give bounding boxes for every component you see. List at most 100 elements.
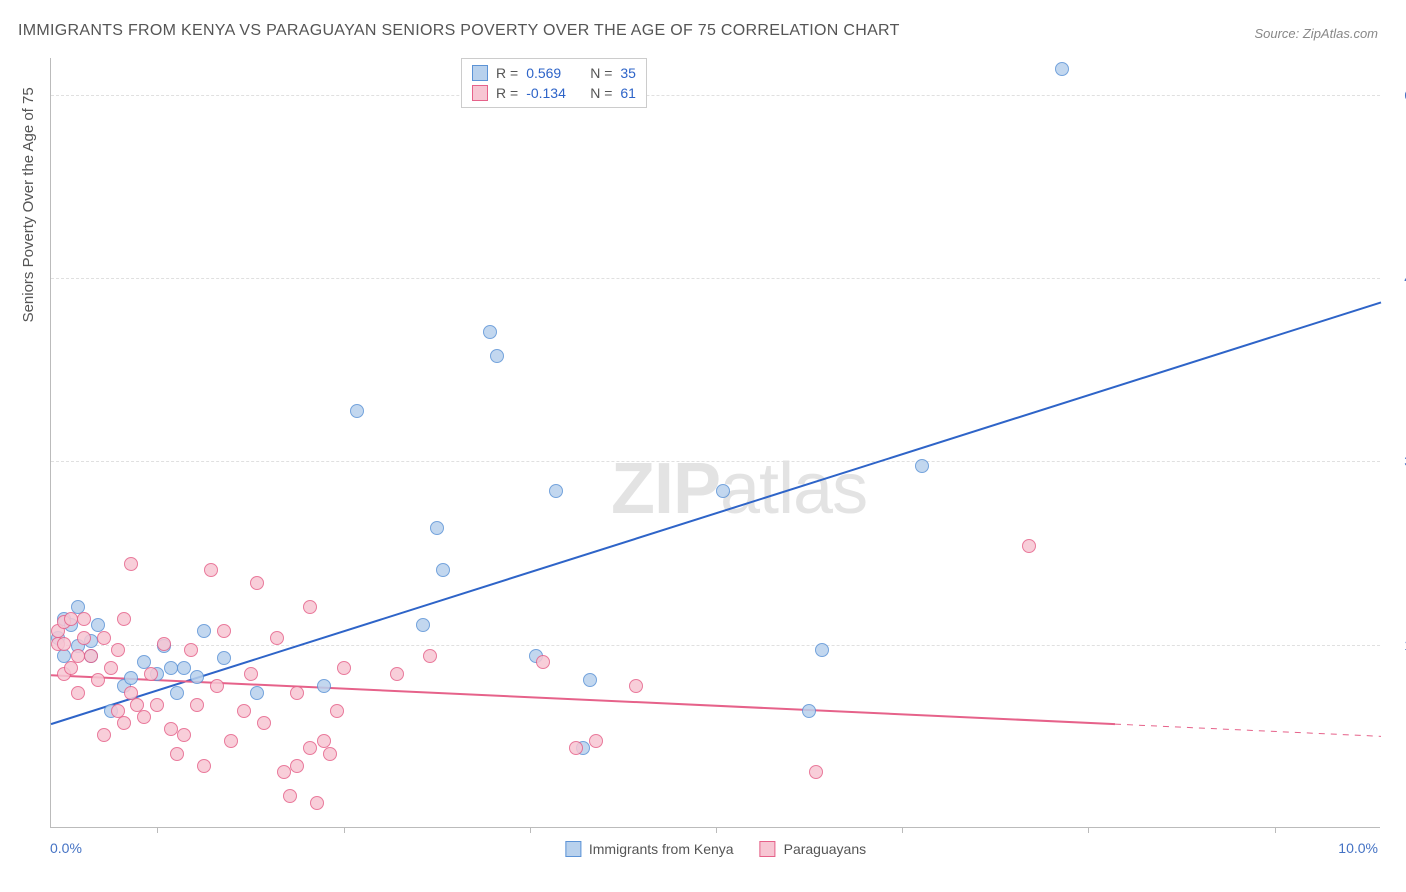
data-point: [815, 643, 829, 657]
data-point: [197, 759, 211, 773]
data-point: [104, 661, 118, 675]
data-point: [330, 704, 344, 718]
data-point: [629, 679, 643, 693]
legend-r-label: R =: [496, 85, 518, 101]
legend-item: Paraguayans: [760, 841, 867, 857]
legend-n-label: N =: [590, 65, 612, 81]
data-point: [57, 637, 71, 651]
legend-r-value: 0.569: [526, 65, 582, 81]
data-point: [64, 612, 78, 626]
data-point: [436, 563, 450, 577]
x-tick: [902, 827, 903, 833]
legend-item: Immigrants from Kenya: [565, 841, 734, 857]
data-point: [549, 484, 563, 498]
data-point: [150, 698, 164, 712]
data-point: [536, 655, 550, 669]
data-point: [416, 618, 430, 632]
data-point: [270, 631, 284, 645]
data-point: [77, 631, 91, 645]
legend-label: Immigrants from Kenya: [589, 841, 734, 857]
data-point: [423, 649, 437, 663]
data-point: [217, 624, 231, 638]
data-point: [490, 349, 504, 363]
data-point: [303, 741, 317, 755]
data-point: [144, 667, 158, 681]
data-point: [483, 325, 497, 339]
x-tick: [157, 827, 158, 833]
gridline: [51, 278, 1380, 279]
data-point: [210, 679, 224, 693]
data-point: [137, 710, 151, 724]
data-point: [224, 734, 238, 748]
data-point: [430, 521, 444, 535]
gridline: [51, 95, 1380, 96]
legend-n-label: N =: [590, 85, 612, 101]
legend-row: R =-0.134N =61: [472, 83, 636, 103]
data-point: [190, 698, 204, 712]
data-point: [290, 686, 304, 700]
data-point: [124, 557, 138, 571]
legend-swatch: [565, 841, 581, 857]
data-point: [323, 747, 337, 761]
x-tick: [716, 827, 717, 833]
data-point: [117, 612, 131, 626]
data-point: [310, 796, 324, 810]
watermark: ZIPatlas: [611, 448, 867, 530]
gridline: [51, 461, 1380, 462]
data-point: [583, 673, 597, 687]
data-point: [124, 671, 138, 685]
data-point: [91, 673, 105, 687]
data-point: [337, 661, 351, 675]
x-axis-max-label: 10.0%: [1338, 840, 1378, 856]
plot-area: ZIPatlas 15.0%30.0%45.0%60.0% R =0.569N …: [50, 58, 1380, 828]
data-point: [197, 624, 211, 638]
y-axis-title: Seniors Poverty Over the Age of 75: [20, 87, 37, 322]
legend-n-value: 35: [620, 65, 636, 81]
data-point: [390, 667, 404, 681]
data-point: [716, 484, 730, 498]
legend-row: R =0.569N =35: [472, 63, 636, 83]
data-point: [802, 704, 816, 718]
data-point: [170, 686, 184, 700]
data-point: [809, 765, 823, 779]
source-attribution: Source: ZipAtlas.com: [1254, 26, 1378, 41]
x-axis-min-label: 0.0%: [50, 840, 82, 856]
data-point: [190, 670, 204, 684]
data-point: [177, 661, 191, 675]
data-point: [164, 661, 178, 675]
x-tick: [1275, 827, 1276, 833]
data-point: [244, 667, 258, 681]
data-point: [277, 765, 291, 779]
data-point: [164, 722, 178, 736]
regression-line-dashed: [1115, 724, 1381, 736]
data-point: [64, 661, 78, 675]
data-point: [283, 789, 297, 803]
data-point: [97, 728, 111, 742]
data-point: [569, 741, 583, 755]
correlation-legend: R =0.569N =35R =-0.134N =61: [461, 58, 647, 108]
data-point: [217, 651, 231, 665]
data-point: [111, 643, 125, 657]
legend-n-value: 61: [620, 85, 636, 101]
data-point: [250, 576, 264, 590]
data-point: [589, 734, 603, 748]
x-tick: [530, 827, 531, 833]
legend-swatch: [472, 65, 488, 81]
data-point: [317, 679, 331, 693]
data-point: [184, 643, 198, 657]
data-point: [303, 600, 317, 614]
data-point: [290, 759, 304, 773]
regression-line: [51, 302, 1381, 724]
data-point: [170, 747, 184, 761]
data-point: [250, 686, 264, 700]
data-point: [84, 649, 98, 663]
data-point: [350, 404, 364, 418]
data-point: [204, 563, 218, 577]
legend-swatch: [760, 841, 776, 857]
data-point: [97, 631, 111, 645]
data-point: [71, 686, 85, 700]
series-legend: Immigrants from Kenya Paraguayans: [565, 841, 866, 857]
data-point: [237, 704, 251, 718]
data-point: [1055, 62, 1069, 76]
gridline: [51, 645, 1380, 646]
